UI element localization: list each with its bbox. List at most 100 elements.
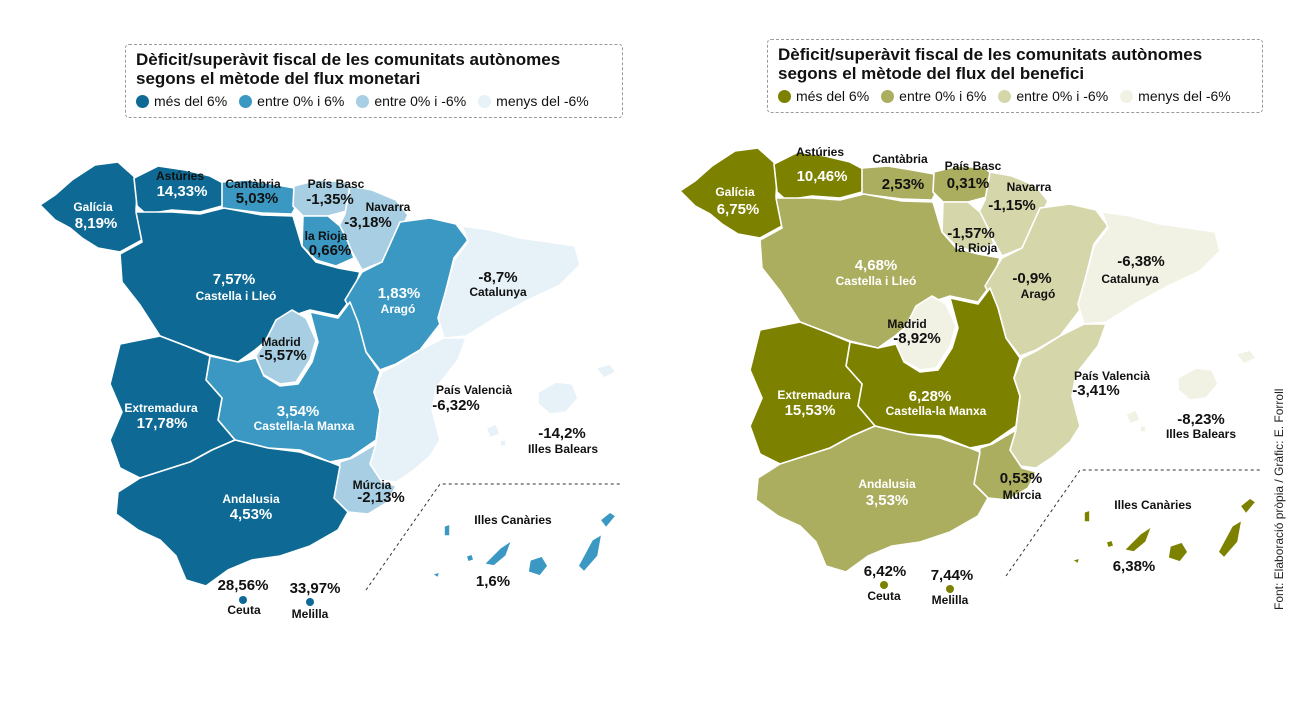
region-illes-balears-mallorca: [537, 381, 579, 415]
region-catalunya: [1077, 211, 1221, 325]
label-castella-manxa-value: 3,54%: [277, 403, 320, 420]
label-asturies-value: 14,33%: [157, 183, 208, 200]
region-madrid: [895, 295, 957, 371]
region-canaries-gomera: [1105, 539, 1115, 549]
label-illes-canaries-name: Illes Canàries: [474, 513, 552, 527]
region-illes-balears-eivissa: [1125, 409, 1141, 425]
region-canaries-hierro: [1071, 557, 1081, 565]
label-asturies-name: Astúries: [156, 169, 204, 183]
legend-item-c1: més del 6%: [778, 88, 869, 104]
label-la-rioja-value: -1,57%: [947, 225, 995, 242]
legend-item-c2: entre 0% i 6%: [881, 88, 986, 104]
label-murcia-name: Múrcia: [1003, 488, 1042, 502]
region-canaries-gran-canaria: [527, 555, 549, 577]
region-catalunya: [437, 225, 581, 339]
legend-swatch-dot: [881, 89, 895, 103]
region-illes-balears-formentera: [499, 439, 507, 447]
region-castella-lleo: [759, 193, 1001, 349]
label-andalusia-value: 3,53%: [866, 492, 909, 509]
label-navarra-value: -3,18%: [344, 214, 392, 231]
label-madrid-value: -8,92%: [893, 330, 941, 347]
region-canaries-lanzarote: [1239, 497, 1257, 515]
label-arago-name: Aragó: [1021, 287, 1056, 301]
region-canaries-fuerteventura: [577, 533, 603, 573]
label-asturies-name: Astúries: [796, 145, 844, 159]
label-la-rioja-value: 0,66%: [309, 242, 352, 259]
label-cantabria-name: Cantàbria: [225, 177, 281, 191]
label-arago-value: -0,9%: [1012, 270, 1051, 287]
marker-melilla: [946, 585, 954, 593]
legend-item-c3: entre 0% i -6%: [356, 93, 466, 109]
label-navarra-name: Navarra: [366, 200, 411, 214]
label-galicia-name: Galícia: [715, 185, 755, 199]
map-flux-benefici: [679, 147, 1262, 577]
region-canaries-gomera: [465, 553, 475, 563]
label-melilla-name: Melilla: [292, 607, 329, 621]
label-pais-basc-value: 0,31%: [947, 175, 990, 192]
label-catalunya-value: -8,7%: [478, 269, 517, 286]
label-extremadura-name: Extremadura: [124, 401, 198, 415]
label-illes-canaries-name: Illes Canàries: [1114, 498, 1192, 512]
region-canaries-la-palma: [1083, 509, 1091, 523]
region-canaries-lanzarote: [599, 511, 617, 529]
region-andalusia: [115, 439, 349, 587]
label-castella-lleo-name: Castella i Lleó: [196, 289, 277, 303]
region-pais-valencia: [1009, 323, 1107, 469]
region-canaries-fuerteventura: [1217, 519, 1243, 559]
legend-item-c1: més del 6%: [136, 93, 227, 109]
source-credit: Font: Elaboració pròpia / Gràfic: E. For…: [1272, 388, 1286, 610]
label-andalusia-name: Andalusia: [858, 477, 916, 491]
label-castella-manxa-value: 6,28%: [909, 388, 952, 405]
label-catalunya-value: -6,38%: [1117, 253, 1165, 270]
legend-title-line2: segons el mètode del flux del benefici: [778, 64, 1085, 83]
label-catalunya-name: Catalunya: [469, 285, 527, 299]
canaries-separator-line: [365, 483, 622, 591]
label-illes-canaries-value: 1,6%: [476, 573, 510, 590]
label-extremadura-name: Extremadura: [777, 388, 851, 402]
label-castella-lleo-value: 7,57%: [213, 271, 256, 288]
label-madrid-value: -5,57%: [259, 347, 307, 364]
legend-monetari: Dèficit/superàvit fiscal de les comunita…: [125, 44, 623, 118]
region-illes-balears-eivissa: [485, 423, 501, 439]
marker-ceuta: [239, 596, 247, 604]
labels-benefici: Galícia 6,75% Astúries 10,46% Cantàbria …: [715, 145, 1236, 607]
legend-title-line2: segons el mètode del flux monetari: [136, 69, 421, 88]
label-pais-valencia-value: -6,32%: [432, 397, 480, 414]
label-asturies-value: 10,46%: [797, 168, 848, 185]
label-madrid-name: Madrid: [261, 335, 300, 349]
label-pais-basc-value: -1,35%: [306, 191, 354, 208]
label-extremadura-value: 17,78%: [137, 415, 188, 432]
region-madrid: [255, 309, 317, 385]
region-illes-balears-menorca: [595, 363, 617, 379]
label-castella-manxa-name: Castella-la Manxa: [886, 404, 987, 418]
legend-swatch-dot: [356, 94, 370, 108]
label-ceuta-value: 28,56%: [218, 577, 269, 594]
label-pais-valencia-value: -3,41%: [1072, 382, 1120, 399]
label-murcia-name: Múrcia: [353, 478, 392, 492]
legend-title-line1: Dèficit/superàvit fiscal de les comunita…: [136, 50, 561, 69]
label-pais-valencia-name: País Valencià: [436, 383, 512, 397]
label-murcia-value: -2,13%: [357, 489, 405, 506]
label-pais-basc-name: País Basc: [308, 177, 365, 191]
label-melilla-name: Melilla: [932, 593, 969, 607]
label-arago-name: Aragó: [381, 302, 416, 316]
label-castella-manxa-name: Castella-la Manxa: [254, 419, 355, 433]
label-arago-value: 1,83%: [378, 285, 421, 302]
label-ceuta-name: Ceuta: [867, 589, 901, 603]
region-illes-balears-menorca: [1235, 349, 1257, 365]
label-pais-basc-name: País Basc: [945, 159, 1002, 173]
label-galicia-value: 8,19%: [75, 215, 118, 232]
legend-item-c4: menys del -6%: [1120, 88, 1231, 104]
region-canaries-gran-canaria: [1167, 541, 1189, 563]
region-canaries-tenerife: [1123, 525, 1153, 553]
legend-swatch-dot: [1120, 89, 1134, 103]
region-pais-valencia: [369, 337, 467, 483]
region-illes-balears-formentera: [1139, 425, 1147, 433]
legend-item-c2: entre 0% i 6%: [239, 93, 344, 109]
label-melilla-value: 33,97%: [290, 580, 341, 597]
legend-swatch-dot: [136, 94, 149, 108]
label-castella-lleo-name: Castella i Lleó: [836, 274, 917, 288]
label-castella-lleo-value: 4,68%: [855, 257, 898, 274]
label-galicia-value: 6,75%: [717, 201, 760, 218]
label-la-rioja-name: la Rioja: [305, 229, 348, 243]
